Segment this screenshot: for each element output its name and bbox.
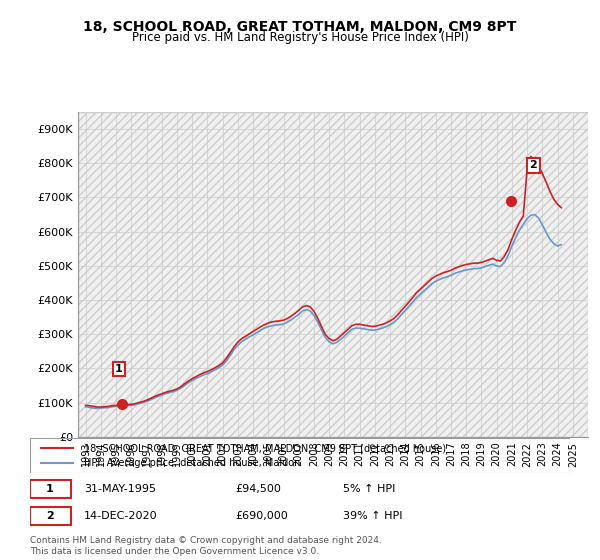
Text: 31-MAY-1995: 31-MAY-1995	[84, 484, 156, 494]
Text: 18, SCHOOL ROAD, GREAT TOTHAM, MALDON, CM9 8PT (detached house): 18, SCHOOL ROAD, GREAT TOTHAM, MALDON, C…	[84, 443, 446, 453]
Text: Price paid vs. HM Land Registry's House Price Index (HPI): Price paid vs. HM Land Registry's House …	[131, 31, 469, 44]
Text: 5% ↑ HPI: 5% ↑ HPI	[343, 484, 395, 494]
Text: 39% ↑ HPI: 39% ↑ HPI	[343, 511, 403, 521]
Text: 18, SCHOOL ROAD, GREAT TOTHAM, MALDON, CM9 8PT: 18, SCHOOL ROAD, GREAT TOTHAM, MALDON, C…	[83, 20, 517, 34]
Text: Contains HM Land Registry data © Crown copyright and database right 2024.
This d: Contains HM Land Registry data © Crown c…	[30, 536, 382, 556]
Text: £690,000: £690,000	[235, 511, 288, 521]
Text: 14-DEC-2020: 14-DEC-2020	[84, 511, 158, 521]
FancyBboxPatch shape	[30, 480, 71, 498]
Text: 1: 1	[46, 484, 54, 494]
Text: £94,500: £94,500	[235, 484, 281, 494]
FancyBboxPatch shape	[30, 507, 71, 525]
Bar	[78, 112, 588, 437]
Text: 2: 2	[530, 160, 537, 170]
Text: 2: 2	[46, 511, 54, 521]
Text: 1: 1	[115, 364, 122, 374]
Text: HPI: Average price, detached house, Maldon: HPI: Average price, detached house, Mald…	[84, 459, 301, 469]
